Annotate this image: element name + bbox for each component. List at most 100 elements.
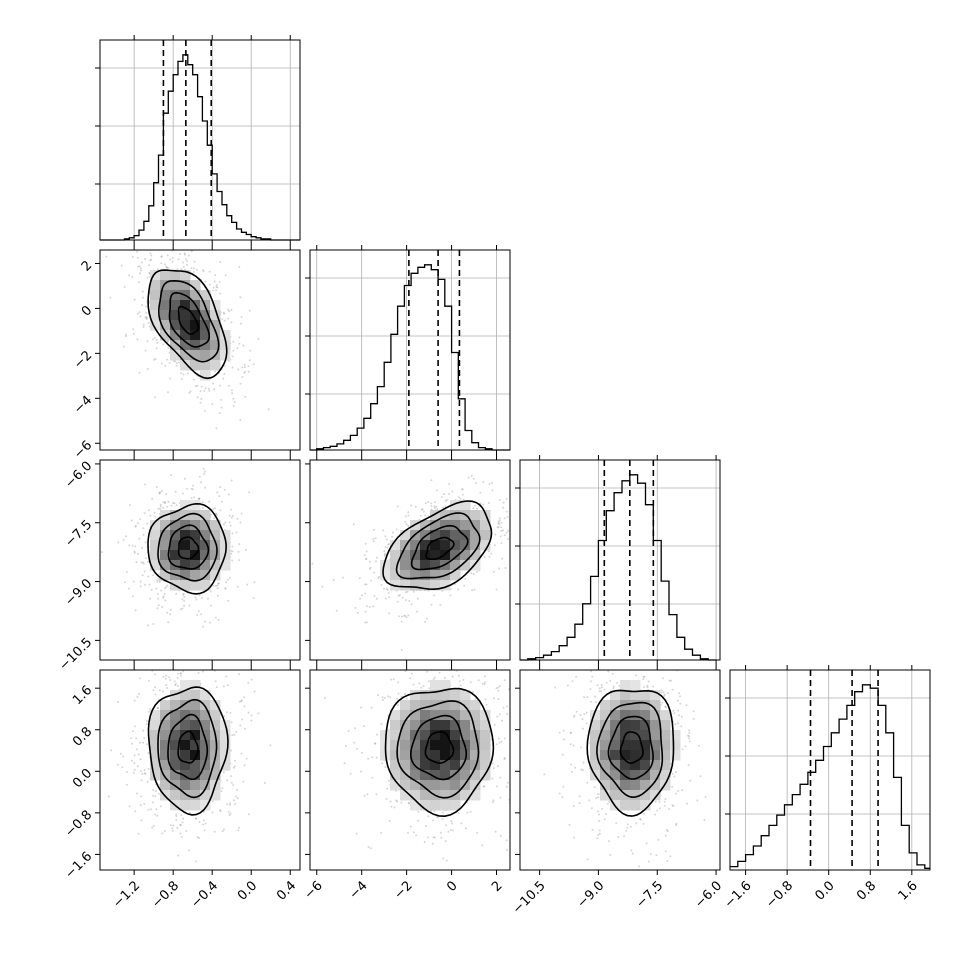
sample-point	[449, 829, 452, 831]
sample-point	[243, 366, 246, 369]
sample-point	[597, 813, 600, 816]
sample-point	[176, 685, 179, 687]
sample-point	[145, 317, 148, 320]
sample-point	[141, 304, 143, 307]
density-cell	[200, 570, 211, 581]
density-cell	[660, 770, 671, 781]
sample-point	[589, 680, 592, 683]
density-cell	[190, 570, 201, 581]
sample-point	[407, 831, 409, 834]
sample-point	[152, 623, 155, 625]
density-cell	[450, 740, 461, 751]
sample-point	[375, 793, 378, 796]
sample-point	[341, 576, 344, 579]
sample-point	[204, 409, 207, 412]
sample-point	[202, 810, 205, 813]
sample-point	[660, 689, 663, 692]
sample-point	[466, 811, 469, 814]
density-cell	[190, 800, 201, 811]
sample-point	[220, 500, 223, 503]
sample-point	[253, 581, 256, 584]
sample-point	[231, 532, 234, 535]
sample-point	[410, 504, 413, 507]
sample-point	[221, 318, 224, 321]
density-cell	[450, 750, 461, 761]
sample-point	[438, 671, 441, 674]
sample-point	[165, 358, 168, 361]
contour-level-3	[586, 689, 675, 817]
sample-point	[201, 670, 204, 673]
sample-point	[164, 500, 167, 503]
sample-point	[474, 504, 477, 507]
sample-point	[663, 693, 666, 696]
density-cell	[200, 760, 211, 771]
sample-point	[669, 855, 672, 858]
sample-point	[238, 673, 241, 676]
density-cell	[150, 520, 161, 531]
sample-point	[499, 776, 502, 779]
sample-point	[583, 696, 585, 699]
sample-point	[685, 704, 688, 707]
sample-point	[142, 729, 145, 732]
sample-point	[214, 370, 217, 373]
sample-point	[241, 375, 244, 378]
sample-point	[141, 290, 144, 293]
sample-point	[611, 672, 614, 675]
sample-point	[495, 743, 498, 746]
density-cell	[420, 740, 431, 751]
sample-point	[139, 272, 141, 275]
hist-2-steps	[520, 474, 717, 661]
sample-point	[143, 769, 146, 772]
sample-point	[612, 687, 615, 690]
sample-point	[247, 370, 250, 373]
sample-point	[140, 261, 143, 264]
sample-point	[424, 502, 427, 505]
sample-point	[152, 689, 155, 692]
sample-point	[507, 537, 510, 540]
density-cell	[630, 780, 641, 791]
density-cell	[170, 530, 181, 541]
contour-level-0	[424, 731, 455, 764]
sample-point	[364, 610, 367, 613]
density-cell	[470, 520, 481, 531]
density-cell	[170, 550, 181, 561]
sample-point	[369, 566, 372, 569]
sample-point	[615, 822, 618, 825]
sample-point	[354, 727, 357, 730]
contour-level-3	[384, 687, 495, 818]
sample-point	[498, 567, 500, 570]
density-cell	[210, 330, 221, 341]
sample-point	[234, 795, 237, 798]
sample-point	[110, 749, 113, 752]
sample-point	[506, 515, 509, 518]
density-cell	[180, 680, 191, 691]
sample-point	[642, 822, 645, 825]
sample-point	[427, 815, 430, 818]
density-cell	[620, 780, 631, 791]
sample-point	[175, 364, 178, 367]
density-cell	[200, 690, 211, 701]
sample-point	[476, 831, 479, 834]
sample-point	[343, 762, 346, 765]
sample-point	[598, 820, 600, 822]
sample-point	[216, 594, 219, 597]
sample-point	[136, 696, 139, 698]
sample-point	[562, 729, 565, 732]
sample-point	[491, 489, 494, 492]
sample-point	[688, 735, 690, 738]
sample-point	[174, 490, 177, 493]
sample-point	[380, 831, 383, 834]
sample-point	[422, 510, 425, 513]
sample-point	[387, 543, 390, 546]
sample-point	[496, 785, 499, 788]
contour-level-2	[596, 701, 664, 799]
sample-point	[230, 781, 233, 784]
density-cell	[160, 330, 171, 341]
sample-point	[503, 517, 506, 520]
sample-point	[363, 554, 366, 557]
sample-point	[243, 363, 246, 366]
sample-point	[162, 595, 165, 598]
sample-point	[181, 598, 184, 601]
sample-point	[404, 615, 407, 617]
sample-point	[573, 836, 576, 839]
